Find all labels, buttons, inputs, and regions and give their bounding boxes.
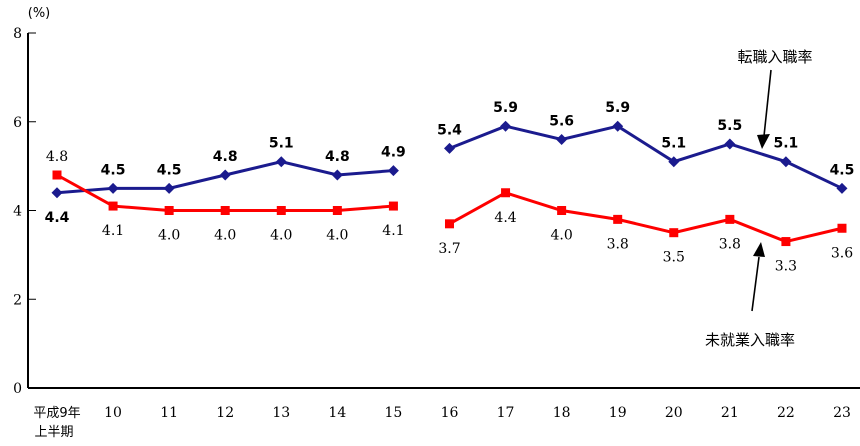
- x-axis-label: 14: [328, 405, 346, 421]
- data-point-marker: [107, 182, 119, 194]
- data-point-marker: [332, 206, 342, 215]
- value-label: 4.8: [325, 149, 350, 165]
- y-axis-label: 2: [13, 292, 22, 308]
- x-axis-label: 19: [609, 405, 627, 421]
- x-axis-label: 11: [160, 405, 178, 421]
- x-axis-label: 16: [441, 405, 459, 421]
- value-label: 4.1: [382, 223, 404, 239]
- value-label: 5.9: [605, 100, 630, 116]
- data-point-marker: [52, 170, 62, 180]
- y-axis-label: 0: [13, 381, 22, 397]
- annotation-previously-not-employed-rate: 未就業入職率: [705, 242, 795, 349]
- data-point-marker: [836, 182, 848, 194]
- value-label: 3.8: [607, 236, 629, 252]
- value-label: 3.6: [831, 245, 853, 261]
- y-axis-label: 4: [13, 204, 22, 220]
- data-point-marker: [837, 223, 847, 233]
- data-point-marker: [219, 169, 231, 181]
- x-axis-label: 15: [385, 405, 403, 421]
- x-axis-label: 上半期: [34, 425, 73, 440]
- series-job-change-rate: 4.4 4.5 4.5 4.8 5.1 4.8 4.9 5.4 5.9 5.6 5.9 5.1 5.5 5…: [45, 100, 855, 226]
- data-point-marker: [669, 228, 679, 238]
- data-point-marker: [275, 156, 287, 168]
- x-axis-label: 13: [272, 405, 290, 421]
- value-label: 5.4: [437, 122, 462, 138]
- x-axis-label: 23: [833, 405, 851, 421]
- value-label: 4.8: [213, 149, 238, 165]
- x-axis-label: 20: [665, 405, 683, 421]
- unit-label: (%): [28, 6, 51, 21]
- data-point-marker: [612, 120, 624, 132]
- annotation-job-change-rate: 転職入職率: [737, 48, 813, 149]
- value-label: 5.9: [493, 100, 518, 116]
- x-axis-label: 12: [216, 405, 234, 421]
- annotation-arrow-shaft: [751, 256, 760, 312]
- data-point-marker: [724, 138, 736, 150]
- value-label: 4.8: [46, 149, 68, 165]
- line-segment: [448, 191, 843, 244]
- value-label: 3.7: [438, 241, 460, 257]
- x-axis-label: 10: [104, 405, 122, 421]
- x-axis-label: 平成9年: [33, 406, 80, 421]
- value-label: 4.1: [102, 223, 124, 239]
- value-label: 4.0: [158, 228, 180, 244]
- data-point-marker: [164, 206, 174, 215]
- data-point-marker: [613, 214, 623, 224]
- data-point-marker: [781, 237, 791, 247]
- value-label: 5.1: [774, 136, 799, 152]
- annotation-arrow-head: [753, 242, 765, 257]
- data-point-marker: [387, 165, 399, 177]
- annotation-arrow-shaft: [763, 69, 772, 137]
- data-point-marker: [500, 120, 512, 132]
- value-label: 5.1: [661, 136, 686, 152]
- value-label: 4.5: [830, 162, 855, 178]
- value-label: 4.0: [326, 228, 348, 244]
- value-label: 3.3: [775, 259, 797, 275]
- data-point-marker: [163, 182, 175, 194]
- value-label: 4.5: [101, 162, 126, 178]
- data-point-marker: [501, 188, 511, 198]
- annotation-label: 転職入職率: [737, 48, 812, 66]
- data-point-marker: [668, 156, 680, 168]
- y-axis-label: 8: [13, 26, 22, 42]
- data-point-marker: [557, 206, 567, 215]
- value-label: 4.4: [45, 210, 70, 226]
- value-label: 4.0: [214, 228, 236, 244]
- line-segment: [448, 124, 843, 190]
- data-point-marker: [725, 214, 735, 224]
- x-axis-label: 22: [777, 405, 795, 421]
- x-axis-label: 18: [553, 405, 571, 421]
- x-axis-label: 21: [721, 405, 739, 421]
- data-point-marker: [220, 206, 230, 215]
- y-axis-label: 6: [13, 115, 22, 131]
- value-label: 5.5: [717, 118, 742, 134]
- data-point-marker: [780, 156, 792, 168]
- series-previously-not-employed-rate: 4.8 4.1 4.0 4.0 4.0 4.0 4.1 3.7 4.4 4.0 3.8 3.5 3.8 3…: [46, 149, 853, 275]
- x-axis-label: 17: [497, 405, 515, 421]
- value-label: 4.4: [494, 210, 516, 226]
- value-label: 4.0: [270, 228, 292, 244]
- data-point-marker: [276, 206, 286, 215]
- data-point-marker: [556, 134, 568, 145]
- data-point-marker: [331, 169, 343, 181]
- value-label: 3.8: [719, 236, 741, 252]
- value-label: 5.1: [269, 136, 294, 152]
- data-point-marker: [443, 142, 455, 154]
- value-label: 3.5: [663, 250, 685, 266]
- data-point-marker: [51, 187, 63, 199]
- value-label: 4.9: [381, 145, 406, 161]
- value-label: 5.6: [549, 114, 574, 130]
- annotation-arrow-head: [757, 134, 770, 149]
- annotation-label: 未就業入職率: [705, 331, 795, 349]
- data-point-marker: [108, 201, 118, 211]
- data-point-marker: [444, 219, 454, 229]
- value-label: 4.5: [157, 162, 182, 178]
- value-label: 4.0: [550, 228, 572, 244]
- data-point-marker: [388, 201, 398, 211]
